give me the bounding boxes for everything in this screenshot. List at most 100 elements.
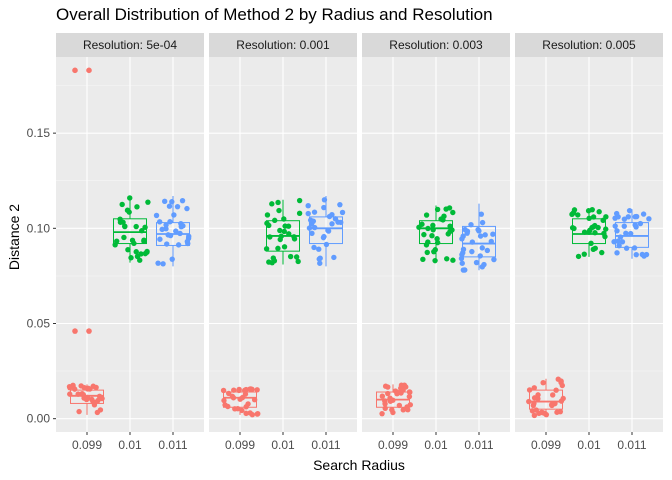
data-point [531, 400, 537, 407]
data-point [269, 259, 275, 266]
facet-strip-label: Resolution: 0.001 [236, 38, 330, 52]
data-point [232, 406, 238, 412]
data-point [126, 209, 132, 215]
facet-strip [362, 33, 510, 57]
data-point [122, 223, 128, 229]
data-point [481, 261, 487, 268]
data-point [236, 386, 242, 393]
data-point [96, 393, 103, 399]
facet-panel: Resolution: 0.001 0.099 0.01 0.011 [209, 33, 357, 452]
data-point [242, 391, 249, 397]
data-point [281, 228, 287, 235]
data-point [226, 390, 232, 397]
data-point [66, 383, 73, 390]
data-point [161, 198, 168, 205]
data-point [479, 219, 486, 226]
data-point [477, 233, 484, 239]
data-point [133, 223, 139, 230]
data-point [276, 207, 282, 214]
data-point [382, 405, 388, 412]
data-point [446, 205, 453, 211]
data-point [613, 210, 620, 217]
outlier-point [86, 328, 92, 334]
data-point [337, 201, 343, 208]
data-point [163, 222, 169, 228]
data-point [596, 209, 602, 215]
data-point [592, 230, 598, 236]
x-tick-label: 0.011 [158, 438, 187, 452]
data-point [220, 387, 227, 394]
data-point [533, 407, 539, 413]
data-point [469, 239, 476, 245]
data-point [603, 214, 609, 220]
data-point [400, 387, 406, 393]
data-point [585, 208, 592, 214]
data-point [550, 392, 556, 398]
data-point [249, 411, 256, 418]
data-point [434, 239, 441, 246]
data-point [406, 389, 413, 395]
y-tick-label: 0.10 [27, 221, 51, 235]
y-tick-label: 0.05 [27, 316, 51, 330]
data-point [125, 247, 131, 253]
data-point [310, 218, 317, 224]
data-point [637, 220, 644, 227]
data-point [277, 227, 283, 234]
data-point [459, 236, 465, 242]
data-point [174, 203, 181, 210]
data-point [396, 402, 403, 409]
data-point [575, 253, 582, 260]
x-axis-title: Search Radius [313, 457, 405, 473]
data-point [84, 386, 91, 392]
facet-panel: Resolution: 0.005 0.099 0.01 0.011 [515, 33, 663, 452]
data-point [569, 211, 575, 218]
data-point [281, 216, 287, 222]
facet-strip-label: Resolution: 5e-04 [83, 38, 177, 52]
data-point [335, 219, 341, 225]
box-0.011 [153, 195, 192, 267]
box-0.099 [220, 386, 261, 418]
data-point [569, 225, 576, 231]
data-point [139, 228, 145, 234]
data-point [157, 236, 163, 242]
data-point [450, 209, 456, 216]
y-tick-label: 0.00 [27, 412, 51, 426]
data-point [267, 234, 273, 240]
data-point [621, 216, 628, 222]
data-point [571, 207, 578, 213]
facet-strip-label: Resolution: 0.005 [542, 38, 636, 52]
data-point [159, 226, 165, 233]
facet-strip [515, 33, 663, 57]
data-point [627, 230, 634, 237]
data-point [468, 221, 474, 228]
data-point [321, 197, 328, 203]
y-axis: 0.00 0.05 0.10 0.15 [27, 126, 56, 426]
data-point [450, 257, 456, 263]
data-point [447, 223, 453, 229]
data-point [97, 407, 104, 413]
data-point [293, 254, 300, 260]
data-point [444, 256, 450, 262]
data-point [119, 201, 125, 208]
x-tick-label: 0.01 [118, 438, 142, 452]
box-0.01 [416, 205, 456, 264]
data-point [601, 230, 607, 237]
data-point [311, 224, 318, 231]
data-point [222, 402, 228, 408]
chart-title: Overall Distribution of Method 2 by Radi… [56, 5, 493, 24]
data-point [586, 215, 592, 221]
data-point [616, 242, 622, 249]
data-point [379, 410, 385, 417]
data-point [179, 197, 186, 204]
data-point [554, 409, 560, 415]
data-point [488, 238, 494, 245]
data-point [186, 233, 192, 240]
data-point [592, 245, 598, 251]
data-point [625, 214, 632, 220]
facet-strip [56, 33, 204, 57]
box-0.01 [263, 197, 303, 266]
data-point [617, 234, 624, 240]
data-point [131, 240, 137, 247]
data-point [114, 238, 120, 244]
